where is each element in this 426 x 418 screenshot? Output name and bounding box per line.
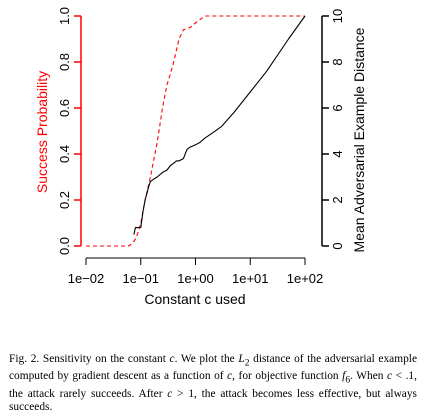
caption-text: distance of the adversarial example comp…	[9, 353, 418, 383]
caption-var-c: c	[227, 370, 233, 383]
caption-var-c: c	[167, 387, 173, 400]
figure-caption: Fig. 2. Sensitivity on the constant c. W…	[9, 353, 417, 414]
series-layer	[86, 15, 306, 247]
y-right-tick-label: 4	[330, 150, 345, 157]
y-right-tick-label: 6	[330, 104, 345, 111]
success-probability-line	[86, 15, 305, 247]
caption-sub-6: 6	[345, 375, 351, 386]
caption-lead: Fig. 2. Sensitivity on the constant	[9, 353, 170, 365]
x-tick-label: 1e−02	[68, 271, 105, 286]
y-right-tick-label: 0	[330, 242, 345, 249]
y-left-axis-label: Success Probability	[34, 71, 50, 193]
caption-text: . When	[350, 370, 388, 383]
caption-text: > 1, the attack becomes less effective, …	[9, 387, 417, 414]
y-left-axis: 0.0 0.2 0.4 0.6 0.8 1.0	[57, 7, 82, 255]
caption-text: < .1, the attack rarely succeeds. After	[9, 370, 417, 400]
chart: 1e−02 1e−01 1e+00 1e+01 1e+02 0.00.20.40.60.…	[34, 7, 367, 307]
caption-var-f: f	[342, 370, 346, 383]
y-right-axis: 0 2 4 6 8 10	[321, 9, 345, 250]
y-left-tick-label: 0.0	[57, 237, 72, 255]
caption-var-c: c	[169, 353, 175, 365]
y-right-tick-label: 2	[330, 196, 345, 203]
y-left-tick-label: 0.4	[57, 145, 72, 163]
y-left-tick-label: 0.6	[57, 99, 72, 117]
y-left-tick-label: 0.8	[57, 53, 72, 71]
caption-var-c: c	[387, 370, 393, 383]
x-tick-label: 1e−01	[122, 271, 159, 286]
x-axis-label: Constant c used	[144, 291, 245, 307]
caption-text: , for objective function	[232, 370, 343, 383]
x-tick-label: 1e+02	[287, 271, 324, 286]
caption-text: . We plot the	[174, 353, 239, 365]
caption-sub-2: 2	[244, 358, 250, 369]
mean-distance-line	[133, 15, 306, 235]
x-axis: 1e−02 1e−01 1e+00 1e+01 1e+02	[68, 257, 324, 286]
y-right-tick-label: 8	[330, 58, 345, 65]
y-right-axis-label: Mean Adversarial Example Distance	[351, 27, 367, 252]
x-tick-label: 1e+00	[177, 271, 214, 286]
x-tick-label: 1e+01	[232, 271, 269, 286]
y-left-tick-label: 0.2	[57, 191, 72, 209]
y-right-tick-label: 10	[330, 9, 345, 23]
y-left-tick-label: 1.0	[57, 7, 72, 25]
caption-var-L: L	[238, 353, 245, 365]
